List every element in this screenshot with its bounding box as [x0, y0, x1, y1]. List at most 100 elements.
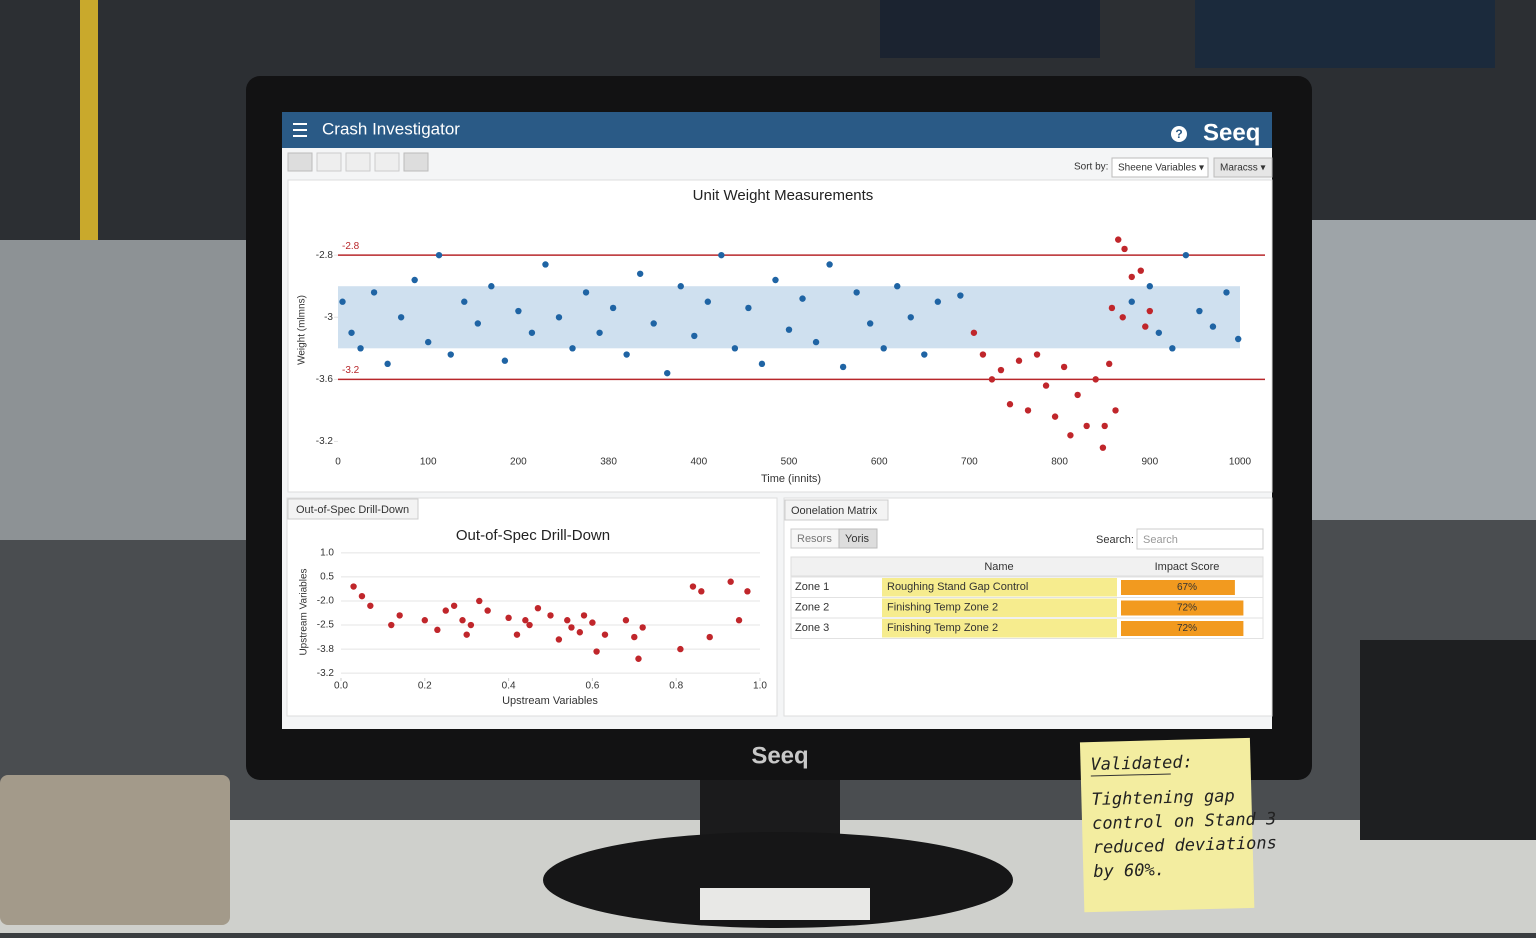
- point: [921, 351, 928, 358]
- button-label[interactable]: Resors: [797, 533, 832, 545]
- point: [569, 345, 576, 352]
- x-tick-label: 900: [1141, 457, 1158, 468]
- point: [348, 329, 355, 336]
- point: [957, 292, 964, 299]
- sort-value[interactable]: Sheene Variables ▾: [1118, 163, 1204, 174]
- point: [635, 655, 642, 662]
- menu-icon[interactable]: [293, 123, 307, 137]
- point: [1101, 422, 1108, 430]
- sticky-note: Validated: Tightening gap control on Sta…: [1079, 737, 1277, 913]
- point: [839, 363, 847, 371]
- search-placeholder[interactable]: Search: [1143, 534, 1178, 546]
- chart-title: Out-of-Spec Drill-Down: [456, 527, 610, 544]
- point: [907, 314, 914, 321]
- y-tick-label: -3: [324, 312, 333, 323]
- menu-dropdown[interactable]: [1213, 157, 1273, 178]
- point: [1146, 283, 1154, 290]
- tool-button[interactable]: [403, 152, 429, 172]
- impact-label: 72%: [1177, 623, 1197, 634]
- point: [1112, 407, 1119, 414]
- point: [411, 276, 418, 284]
- point: [484, 607, 491, 614]
- point: [459, 617, 466, 624]
- tab[interactable]: [287, 498, 419, 520]
- note-line: reduced deviations: [1092, 833, 1277, 858]
- help-icon[interactable]: ?: [1175, 127, 1182, 141]
- point: [718, 251, 725, 259]
- point: [397, 314, 405, 321]
- x-tick-label: 0.4: [502, 681, 516, 692]
- app-title: Crash Investigator: [322, 119, 460, 138]
- zone-cell: Zone 2: [795, 601, 829, 613]
- x-tick-label: 0.6: [585, 681, 599, 692]
- sort-dropdown[interactable]: [1111, 157, 1209, 178]
- note-paper: [1079, 737, 1255, 913]
- point: [689, 583, 697, 590]
- tool-button[interactable]: [287, 152, 313, 172]
- point: [513, 631, 521, 638]
- point: [622, 617, 630, 624]
- point: [580, 612, 588, 619]
- point: [447, 351, 454, 358]
- x-tick-label: 400: [690, 457, 707, 468]
- wall-screen: [1195, 0, 1495, 68]
- column-header: Name: [984, 561, 1013, 573]
- x-tick-label: 1000: [1229, 457, 1252, 468]
- point: [421, 617, 428, 624]
- point: [1024, 407, 1032, 414]
- y-axis-label: Weight (mlmns): [297, 295, 308, 365]
- point: [1074, 391, 1081, 399]
- spec-band: [338, 286, 1240, 349]
- point: [758, 360, 766, 368]
- button-label[interactable]: Yoris: [845, 533, 870, 545]
- tab-label[interactable]: Oonelation Matrix: [791, 505, 878, 517]
- point: [450, 602, 458, 609]
- point: [435, 251, 443, 259]
- point: [744, 588, 751, 595]
- sort-label: Sort by:: [1074, 162, 1108, 173]
- limit-label: -2.8: [342, 241, 360, 252]
- point: [1042, 382, 1050, 389]
- search-input[interactable]: [1136, 528, 1264, 550]
- tool-button[interactable]: [345, 152, 371, 172]
- help-button[interactable]: [1171, 126, 1187, 142]
- point: [1033, 351, 1041, 358]
- point: [631, 633, 638, 641]
- point: [555, 636, 563, 643]
- point: [526, 621, 533, 629]
- point: [474, 320, 482, 327]
- point: [1223, 289, 1230, 296]
- point: [677, 645, 684, 653]
- note-heading: Validated:: [1090, 752, 1193, 775]
- point: [1121, 245, 1128, 253]
- x-tick-label: 200: [510, 457, 527, 468]
- name-cell: [882, 598, 1117, 617]
- note-line: Tightening gap: [1091, 786, 1235, 810]
- tab[interactable]: [784, 499, 889, 521]
- tab-label[interactable]: Out-of-Spec Drill-Down: [296, 504, 409, 516]
- point: [1106, 360, 1113, 368]
- chart-title: Unit Weight Measurements: [693, 187, 874, 204]
- tool-button[interactable]: [374, 152, 400, 172]
- note-line: by 60%.: [1093, 860, 1165, 882]
- point: [1209, 323, 1217, 330]
- menu-value[interactable]: Maracss ▾: [1220, 163, 1266, 174]
- point: [866, 320, 874, 327]
- x-tick-label: 0.0: [334, 681, 348, 692]
- point: [357, 345, 364, 352]
- x-axis-label: Upstream Variables: [502, 695, 598, 707]
- point: [639, 624, 646, 631]
- point: [979, 351, 987, 358]
- point: [542, 261, 549, 268]
- point: [1182, 251, 1190, 259]
- y-tick-label: -2.5: [317, 620, 335, 631]
- impact-label: 72%: [1177, 603, 1197, 614]
- railing: [80, 0, 98, 240]
- button[interactable]: [838, 528, 878, 549]
- tool-button[interactable]: [316, 152, 342, 172]
- table-header: [790, 556, 1264, 577]
- point: [442, 607, 449, 614]
- control-panel: [1300, 220, 1536, 520]
